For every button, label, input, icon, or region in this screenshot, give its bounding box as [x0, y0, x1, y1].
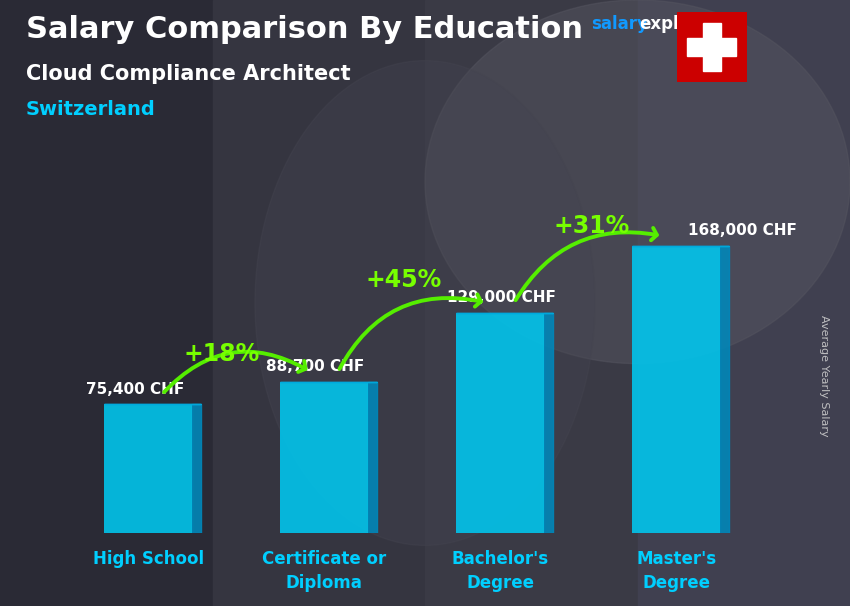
Text: +31%: +31%	[553, 214, 630, 238]
Polygon shape	[720, 246, 729, 533]
Bar	[638, 0, 850, 606]
FancyBboxPatch shape	[632, 246, 720, 533]
Polygon shape	[544, 313, 552, 533]
Text: Average Yearly Salary: Average Yearly Salary	[819, 315, 829, 436]
Ellipse shape	[425, 0, 850, 364]
Text: salary: salary	[591, 15, 648, 33]
Text: explorer: explorer	[639, 15, 718, 33]
Text: 168,000 CHF: 168,000 CHF	[688, 222, 797, 238]
Text: 75,400 CHF: 75,400 CHF	[87, 382, 184, 397]
Text: +45%: +45%	[366, 268, 441, 292]
Text: .com: .com	[695, 15, 740, 33]
FancyBboxPatch shape	[456, 313, 544, 533]
Polygon shape	[192, 404, 201, 533]
Text: 129,000 CHF: 129,000 CHF	[447, 290, 556, 305]
Bar	[212, 0, 425, 606]
Text: 88,700 CHF: 88,700 CHF	[266, 359, 365, 374]
FancyBboxPatch shape	[104, 404, 192, 533]
Bar	[688, 38, 736, 56]
Bar	[703, 22, 721, 72]
Text: Cloud Compliance Architect: Cloud Compliance Architect	[26, 64, 350, 84]
Polygon shape	[368, 382, 377, 533]
Bar	[0, 0, 212, 606]
Bar	[425, 0, 638, 606]
Text: Switzerland: Switzerland	[26, 100, 156, 119]
Text: +18%: +18%	[184, 342, 260, 366]
Text: Salary Comparison By Education: Salary Comparison By Education	[26, 15, 582, 44]
Ellipse shape	[255, 61, 595, 545]
FancyBboxPatch shape	[280, 382, 368, 533]
